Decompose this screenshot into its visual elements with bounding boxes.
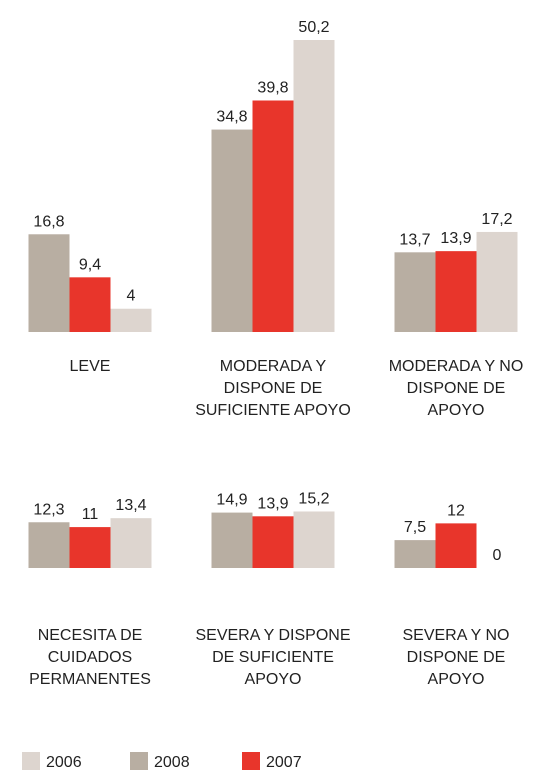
- value-label: 13,9: [257, 495, 288, 512]
- category-label: MODERADA Y DISPONE DE SUFICIENTE APOYO: [195, 358, 351, 419]
- bar: [110, 518, 152, 568]
- bar: [293, 40, 335, 332]
- legend-label: 2006: [46, 754, 82, 771]
- value-label: 0: [493, 547, 502, 564]
- legend-swatch: [242, 752, 260, 770]
- category-label: NECESITA DE CUIDADOS PERMANENTES: [29, 627, 151, 688]
- legend-label: 2008: [154, 754, 190, 771]
- bar: [394, 540, 436, 568]
- category-label: SEVERA Y NO DISPONE DE APOYO: [402, 627, 510, 688]
- bar: [435, 523, 477, 568]
- legend-swatch: [130, 752, 148, 770]
- bar: [69, 527, 111, 568]
- bar: [293, 511, 335, 568]
- value-label: 13,7: [399, 231, 430, 248]
- value-label: 39,8: [257, 79, 288, 96]
- bar: [69, 277, 111, 332]
- value-label: 11: [82, 506, 99, 523]
- value-label: 13,4: [115, 497, 146, 514]
- bar: [252, 100, 294, 333]
- value-label: 34,8: [216, 109, 247, 126]
- value-label: 4: [127, 288, 136, 305]
- category-label: LEVE: [69, 358, 111, 375]
- category-label: MODERADA Y NO DISPONE DE APOYO: [388, 358, 524, 419]
- bar: [252, 516, 294, 568]
- value-label: 16,8: [33, 213, 64, 230]
- value-label: 17,2: [481, 211, 512, 228]
- bar: [211, 129, 253, 332]
- bar: [211, 512, 253, 568]
- value-label: 9,4: [79, 256, 101, 273]
- value-label: 14,9: [216, 492, 247, 509]
- bar: [28, 234, 70, 332]
- value-label: 13,9: [440, 230, 471, 247]
- bar: [476, 231, 518, 332]
- bar: [394, 252, 436, 332]
- value-label: 12,3: [33, 501, 64, 518]
- bar: [28, 522, 70, 568]
- value-label: 50,2: [298, 19, 329, 36]
- legend-label: 2007: [266, 754, 302, 771]
- bar: [435, 251, 477, 332]
- value-label: 12: [447, 502, 465, 519]
- value-label: 7,5: [404, 519, 426, 536]
- value-label: 15,2: [298, 490, 329, 507]
- legend-swatch: [22, 752, 40, 770]
- category-label: SEVERA Y DISPONE DE SUFICIENTE APOYO: [195, 627, 351, 688]
- bar: [110, 308, 152, 332]
